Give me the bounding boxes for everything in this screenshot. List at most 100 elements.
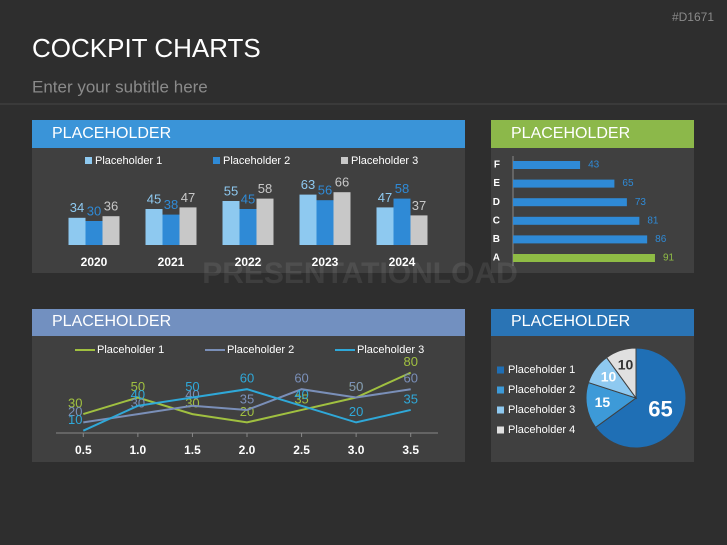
pie-slice [594, 347, 687, 449]
data-label: 86 [655, 234, 667, 245]
bar [513, 235, 648, 244]
data-label: 73 [635, 197, 647, 208]
bar [102, 216, 120, 245]
data-label: 60 [403, 371, 417, 386]
y-tick-label: C [493, 215, 500, 226]
x-tick-label: 3.5 [402, 443, 419, 457]
data-label: 10 [601, 369, 617, 385]
data-label: 30 [87, 203, 101, 218]
data-label: 10 [68, 412, 82, 427]
data-label: 34 [70, 200, 84, 215]
data-label: 35 [294, 391, 308, 406]
x-tick-label: 2.5 [293, 443, 310, 457]
x-tick-label: 1.0 [130, 443, 147, 457]
chart-title: PLACEHOLDER [511, 313, 630, 330]
legend-label: Placeholder 3 [508, 404, 575, 416]
bar [68, 217, 86, 245]
bar [316, 200, 334, 245]
data-label: 58 [258, 181, 272, 196]
legend-label: Placeholder 3 [357, 344, 424, 356]
chart-title: PLACEHOLDER [52, 313, 171, 330]
bar [162, 214, 180, 245]
x-tick-label: 2021 [158, 255, 185, 269]
data-label: 81 [647, 215, 659, 226]
chart-title: PLACEHOLDER [52, 125, 171, 142]
data-label: 63 [301, 177, 315, 192]
legend-label: Placeholder 2 [508, 384, 575, 396]
bar [513, 254, 655, 262]
chart-title: PLACEHOLDER [511, 125, 630, 142]
x-tick-label: 2022 [235, 255, 262, 269]
legend-label: Placeholder 4 [508, 424, 575, 436]
x-tick-label: 2023 [312, 255, 339, 269]
data-label: 47 [378, 190, 392, 205]
bar [513, 198, 627, 207]
legend-swatch [213, 157, 220, 164]
y-tick-label: D [493, 197, 500, 208]
legend-label: Placeholder 1 [508, 364, 575, 376]
y-tick-label: A [493, 253, 500, 264]
data-label: 65 [622, 178, 634, 189]
panel-header [32, 309, 465, 336]
x-tick-label: 2.0 [239, 443, 256, 457]
bar [333, 192, 351, 245]
data-label: 80 [403, 354, 417, 369]
slide-code: #D1671 [672, 10, 714, 24]
panel-header [491, 120, 694, 148]
legend-label: Placeholder 1 [97, 344, 164, 356]
bar [513, 216, 640, 225]
legend-label: Placeholder 1 [95, 155, 162, 167]
legend-swatch [497, 406, 504, 414]
data-label: 15 [595, 394, 611, 410]
bar [222, 201, 240, 245]
line [82, 388, 411, 432]
legend-swatch [85, 157, 92, 164]
data-label: 56 [318, 183, 332, 198]
data-label: 60 [294, 371, 308, 386]
x-tick-label: 2024 [389, 255, 416, 269]
bar [85, 221, 103, 245]
legend-swatch [497, 366, 504, 374]
bar [179, 207, 197, 245]
data-label: 36 [104, 199, 118, 214]
data-label: 50 [131, 379, 145, 394]
data-label: 50 [349, 379, 363, 394]
panel [32, 336, 465, 462]
legend-label: Placeholder 2 [227, 344, 294, 356]
bar [256, 198, 274, 245]
data-label: 10 [618, 356, 634, 372]
data-label: 43 [588, 160, 600, 171]
legend-swatch [341, 157, 348, 164]
data-label: 65 [648, 396, 672, 421]
y-tick-label: B [493, 234, 500, 245]
panel-header [32, 120, 465, 148]
data-label: 45 [241, 191, 255, 206]
bar [410, 215, 428, 245]
data-label: 50 [185, 379, 199, 394]
data-label: 58 [395, 181, 409, 196]
data-label: 60 [240, 371, 254, 386]
legend-swatch [497, 426, 504, 434]
legend-label: Placeholder 3 [351, 155, 418, 167]
x-tick-label: 1.5 [184, 443, 201, 457]
line [83, 388, 411, 424]
bar [145, 209, 163, 245]
slide-title: COCKPIT CHARTS [32, 33, 261, 63]
data-label: 20 [349, 404, 363, 419]
bar [513, 179, 615, 188]
slide-subtitle: Enter your subtitle here [32, 77, 208, 96]
bar [239, 209, 257, 245]
data-label: 35 [240, 391, 254, 406]
y-tick-label: F [494, 160, 500, 171]
data-label: 66 [335, 175, 349, 190]
data-label: 55 [224, 183, 238, 198]
data-label: 38 [164, 197, 178, 212]
data-label: 37 [412, 198, 426, 213]
bar [299, 194, 317, 245]
data-label: 45 [147, 191, 161, 206]
data-label: 47 [181, 190, 195, 205]
data-label: 20 [68, 404, 82, 419]
data-label: 35 [403, 391, 417, 406]
x-tick-label: 0.5 [75, 443, 92, 457]
